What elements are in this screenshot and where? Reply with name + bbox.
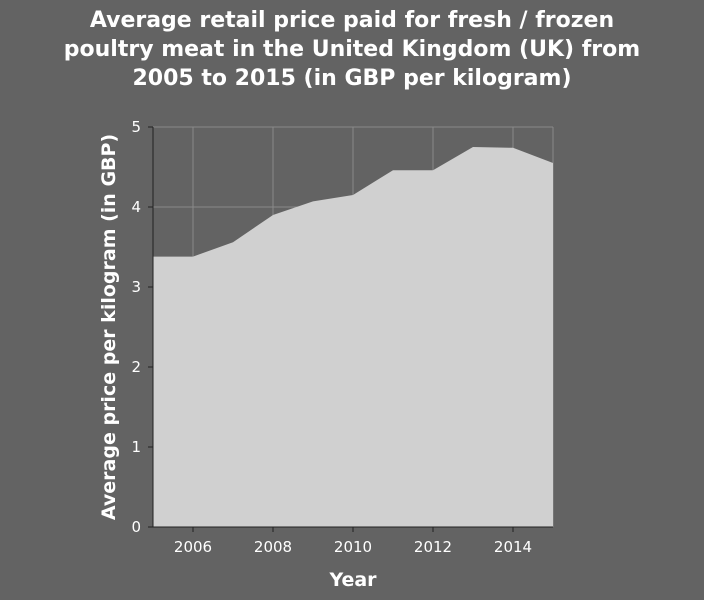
y-tick-label: 3	[131, 278, 141, 296]
x-tick-label: 2012	[414, 538, 452, 556]
y-tick-label: 5	[131, 118, 141, 136]
y-tick-labels: 0 1 2 3 4 5	[131, 118, 141, 536]
axes	[148, 126, 553, 532]
chart-title-line-3: 2005 to 2015 (in GBP per kilogram)	[132, 66, 572, 91]
chart-title-line-2: poultry meat in the United Kingdom (UK) …	[63, 37, 641, 62]
chart-title-line-1: Average retail price paid for fresh / fr…	[89, 8, 615, 33]
x-tick-label: 2008	[254, 538, 292, 556]
x-axis-label: Year	[328, 569, 377, 591]
y-tick-label: 4	[131, 198, 141, 216]
x-tick-label: 2006	[174, 538, 212, 556]
chart-title: Average retail price paid for fresh / fr…	[0, 6, 704, 93]
area-series	[153, 147, 553, 527]
x-tick-labels: 2006 2008 2010 2012 2014	[174, 538, 532, 556]
y-axis-label: Average price per kilogram (in GBP)	[98, 134, 120, 520]
x-tick-label: 2010	[334, 538, 372, 556]
y-tick-label: 2	[131, 358, 141, 376]
y-tick-label: 1	[131, 438, 141, 456]
x-tick-label: 2014	[494, 538, 532, 556]
y-tick-label: 0	[131, 518, 141, 536]
